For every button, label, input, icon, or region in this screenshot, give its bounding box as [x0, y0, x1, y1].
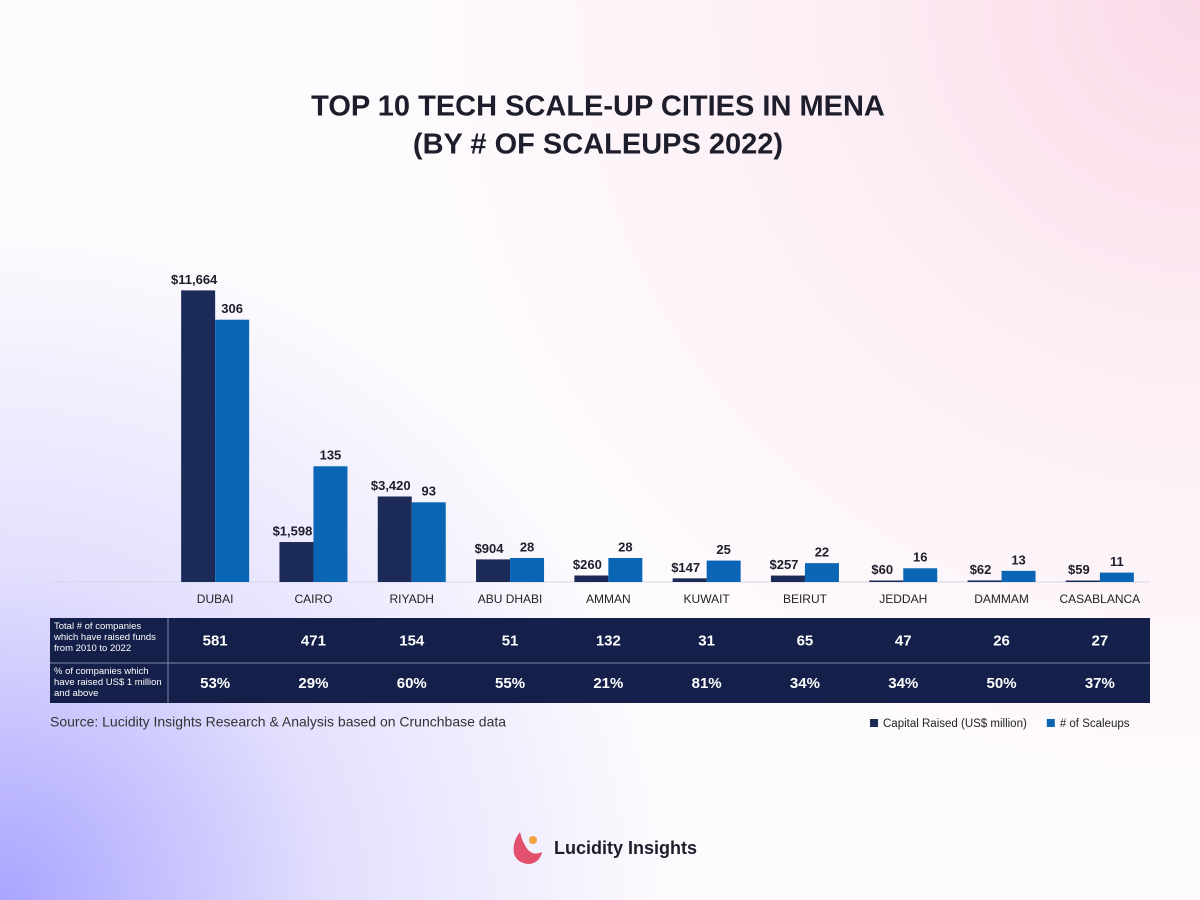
table-cell: 51: [502, 632, 519, 649]
data-label: $3,420: [371, 478, 411, 493]
data-label: 306: [221, 301, 243, 316]
bar: [411, 502, 446, 582]
table-cell: 21%: [593, 675, 623, 692]
table-cell: 471: [301, 632, 326, 649]
data-label: 11: [1110, 554, 1124, 569]
bar: [672, 578, 707, 582]
source: Source: Lucidity Insights Research & Ana…: [50, 714, 506, 730]
table-cell: 26: [993, 632, 1010, 649]
table-cell: 55%: [495, 675, 525, 692]
bar: [967, 580, 1002, 582]
table-cell: 81%: [692, 675, 722, 692]
legend-label: Capital Raised (US$ million): [883, 718, 1027, 730]
x-tick-label: JEDDAH: [879, 592, 927, 606]
legend-swatch: [870, 719, 878, 727]
table-cell: 50%: [987, 675, 1017, 692]
data-label: 13: [1011, 552, 1025, 567]
data-label: 28: [520, 539, 534, 554]
data-label: $257: [769, 557, 798, 572]
x-tick-label: AMMAN: [586, 592, 631, 606]
row-label: Total # of companies which have raised f…: [54, 621, 156, 654]
table-row: [50, 618, 1150, 663]
row-label-box: Total # of companies which have raised f…: [54, 621, 156, 654]
table-cell: 29%: [298, 675, 328, 692]
data-label: 93: [422, 484, 436, 499]
bar: [1065, 580, 1100, 582]
x-tick-label: CAIRO: [294, 592, 332, 606]
chart-title: TOP 10 TECH SCALE-UP CITIES IN MENA: [311, 91, 885, 123]
table-cell: 34%: [888, 675, 918, 692]
table-cell: 37%: [1085, 675, 1115, 692]
table-cell: 47: [895, 632, 912, 649]
bar: [476, 559, 511, 582]
table-cell: 154: [399, 632, 425, 649]
table-cell: 581: [203, 632, 228, 649]
legend-swatch: [1046, 719, 1055, 727]
table-row: [50, 663, 1150, 703]
data-label: $59: [1068, 562, 1090, 577]
data-label: 16: [913, 550, 927, 565]
x-tick-label: BEIRUT: [783, 592, 828, 606]
data-label: 22: [815, 545, 829, 560]
table-cell: 65: [797, 632, 814, 649]
bar: [1099, 572, 1134, 582]
x-tick-label: DUBAI: [197, 592, 234, 606]
bar: [377, 496, 412, 582]
x-tick-label: KUWAIT: [684, 592, 731, 606]
x-tick-label: RIYADH: [390, 592, 434, 606]
table-cell: 60%: [397, 675, 427, 692]
bar: [313, 466, 348, 582]
x-tick-label: CASABLANCA: [1059, 592, 1140, 606]
brand: Lucidity Insights: [554, 838, 697, 858]
data-label: $147: [671, 560, 700, 575]
table-cell: 31: [698, 632, 715, 649]
bar: [608, 558, 643, 582]
row-label-box: % of companies which have raised US$ 1 m…: [54, 666, 162, 699]
data-label: $1,598: [273, 523, 313, 538]
table-cell: 132: [596, 632, 621, 649]
data-label: $11,664: [171, 272, 218, 287]
table-cell: 27: [1092, 632, 1109, 649]
table-cell: 53%: [200, 675, 230, 692]
legend-label: # of Scaleups: [1060, 718, 1130, 730]
bar: [869, 580, 904, 582]
data-label: 25: [716, 542, 730, 557]
bar: [510, 558, 545, 582]
data-label: $904: [475, 541, 505, 556]
bar: [706, 560, 741, 582]
chart-subtitle: (BY # OF SCALEUPS 2022): [413, 129, 783, 161]
logo: [513, 832, 542, 864]
bar: [574, 575, 609, 582]
data-label: $60: [871, 562, 893, 577]
bar: [279, 542, 314, 582]
bar: [215, 319, 250, 582]
x-tick-label: ABU DHABI: [478, 592, 543, 606]
table-cell: 34%: [790, 675, 820, 692]
data-label: 28: [618, 539, 632, 554]
data-label: 135: [320, 448, 342, 463]
bar: [1001, 570, 1036, 582]
data-label: $62: [970, 562, 992, 577]
bar: [181, 290, 216, 582]
bar: [770, 575, 805, 582]
row-label: % of companies which have raised US$ 1 m…: [54, 666, 162, 699]
data-label: $260: [573, 557, 602, 572]
x-tick-label: DAMMAM: [974, 592, 1029, 606]
bar: [903, 568, 938, 582]
bar: [804, 563, 839, 582]
